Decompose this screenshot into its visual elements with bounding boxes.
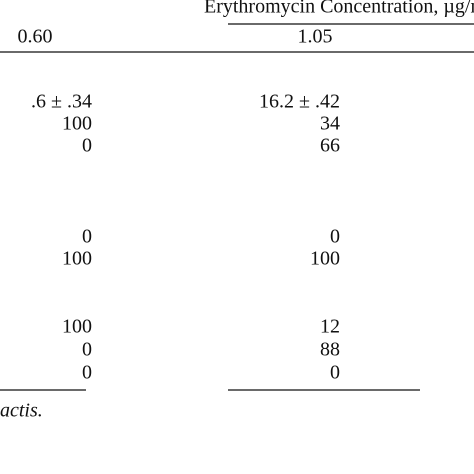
table-cell: 100	[62, 248, 92, 270]
column-header: 0.60	[18, 26, 53, 48]
footnote: actis.	[0, 400, 43, 422]
table-cell: 88	[320, 339, 340, 361]
table-cell: 0	[82, 362, 92, 384]
table-header-title: Erythromycin Concentration, µg/m	[204, 0, 474, 18]
table-cell: 16.2 ± .42	[259, 91, 340, 113]
table-cell: 100	[310, 248, 340, 270]
table-cell: 34	[320, 113, 340, 135]
column-header: 1.05	[298, 26, 333, 48]
table-cell: 0	[330, 362, 340, 384]
table-cell: 12	[320, 316, 340, 338]
table-cell: 100	[62, 113, 92, 135]
table-cell: 100	[62, 316, 92, 338]
table-cell: 66	[320, 135, 340, 157]
table-cell: 0	[82, 135, 92, 157]
table-cell: 0	[82, 226, 92, 248]
table-cell: .6 ± .34	[31, 91, 92, 113]
table-cell: 0	[330, 226, 340, 248]
table-cell: 0	[82, 339, 92, 361]
